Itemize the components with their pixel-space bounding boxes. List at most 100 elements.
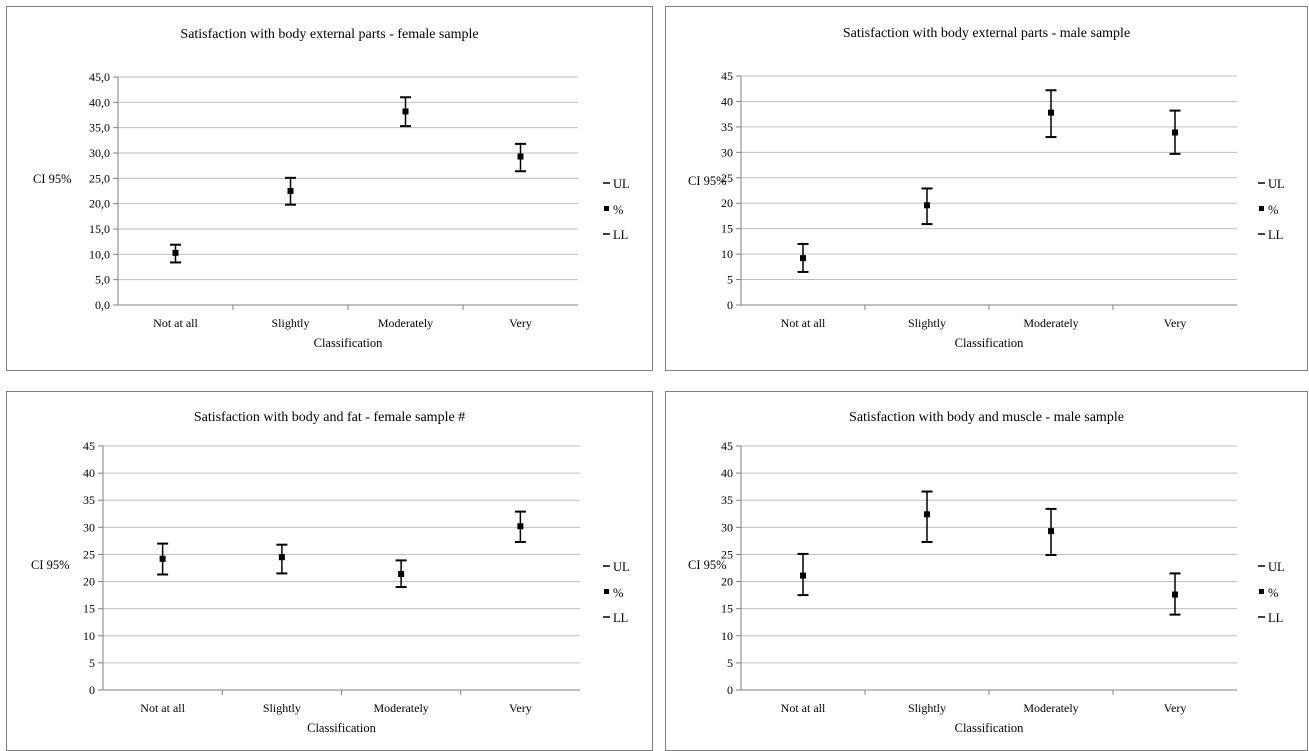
percent-point	[517, 523, 524, 530]
y-tick-label: 40	[721, 466, 733, 480]
y-axis-label: CI 95%	[31, 558, 70, 572]
y-tick-label: 35	[721, 493, 733, 507]
y-tick-label: 5,0	[95, 273, 110, 287]
x-tick-label: Very	[1164, 701, 1187, 715]
chart-svg: Satisfaction with body external parts - …	[33, 27, 630, 350]
legend-ul-label: UL	[1268, 177, 1285, 191]
y-tick-label: 30,0	[89, 146, 110, 160]
legend-percent-marker	[1259, 589, 1264, 594]
y-tick-label: 25	[721, 547, 733, 561]
chart-title: Satisfaction with body external parts - …	[180, 27, 478, 42]
x-axis-label: Classification	[307, 721, 376, 735]
legend-percent-label: %	[1268, 586, 1278, 600]
chart-title: Satisfaction with body external parts - …	[843, 26, 1130, 41]
y-tick-label: 30	[721, 520, 733, 534]
y-tick-label: 35	[83, 493, 95, 507]
chart-title: Satisfaction with body and fat - female …	[194, 410, 465, 425]
x-tick-label: Moderately	[373, 701, 428, 715]
y-tick-label: 25	[83, 547, 95, 561]
x-tick-label: Not at all	[781, 316, 826, 330]
y-tick-label: 10	[83, 629, 95, 643]
y-tick-label: 30	[721, 145, 733, 159]
x-tick-label: Moderately	[378, 316, 433, 330]
x-tick-label: Very	[1164, 316, 1187, 330]
percent-point	[1048, 109, 1054, 116]
legend-percent-marker	[604, 206, 609, 211]
x-tick-label: Very	[509, 701, 532, 715]
y-tick-label: 0	[727, 298, 733, 312]
percent-point	[278, 554, 285, 561]
y-tick-label: 15	[721, 602, 733, 616]
y-tick-label: 20	[721, 196, 733, 210]
y-axis-label: CI 95%	[33, 172, 72, 186]
percent-point	[517, 153, 524, 160]
percent-point	[159, 555, 166, 562]
y-tick-label: 40	[721, 94, 733, 108]
y-tick-label: 0	[727, 683, 733, 697]
y-tick-label: 5	[727, 656, 733, 670]
y-tick-label: 30	[83, 520, 95, 534]
y-tick-label: 45	[721, 439, 733, 453]
legend-percent-marker	[1259, 206, 1264, 211]
x-tick-label: Not at all	[781, 701, 826, 715]
x-tick-label: Moderately	[1023, 316, 1078, 330]
legend-percent-label: %	[1268, 203, 1278, 217]
percent-point	[172, 249, 179, 256]
legend-percent-label: %	[613, 203, 623, 217]
legend-ll-label: LL	[613, 611, 628, 625]
legend-ll-label: LL	[1268, 228, 1283, 242]
chart-panel-male-external-parts: Satisfaction with body external parts - …	[665, 6, 1308, 371]
y-tick-label: 25,0	[89, 171, 110, 185]
x-tick-label: Slightly	[263, 701, 301, 715]
legend-percent-label: %	[613, 586, 623, 600]
percent-point	[1048, 528, 1054, 535]
y-tick-label: 45	[721, 69, 733, 83]
chart-svg: Satisfaction with body external parts - …	[688, 26, 1285, 350]
percent-point	[924, 511, 930, 518]
x-tick-label: Slightly	[271, 316, 309, 330]
y-tick-label: 15	[83, 602, 95, 616]
percent-point	[287, 188, 294, 194]
y-tick-label: 0	[89, 683, 95, 697]
percent-point	[800, 572, 806, 579]
y-tick-label: 0,0	[95, 298, 110, 312]
percent-point	[924, 202, 930, 209]
y-tick-label: 15	[721, 222, 733, 236]
x-tick-label: Slightly	[908, 316, 946, 330]
y-tick-label: 35,0	[89, 121, 110, 135]
y-tick-label: 10	[721, 247, 733, 261]
chart-title: Satisfaction with body and muscle - male…	[849, 410, 1124, 425]
x-axis-label: Classification	[314, 336, 383, 350]
x-tick-label: Not at all	[153, 316, 198, 330]
y-tick-label: 45,0	[89, 70, 110, 84]
y-tick-label: 20,0	[89, 197, 110, 211]
y-axis-label: CI 95%	[688, 558, 727, 572]
legend-ul-label: UL	[613, 177, 630, 191]
percent-point	[800, 255, 806, 262]
percent-point	[398, 570, 405, 577]
legend-ul-label: UL	[613, 560, 630, 574]
y-tick-label: 25	[721, 171, 733, 185]
chart-panel-female-fat: Satisfaction with body and fat - female …	[6, 391, 653, 751]
x-axis-label: Classification	[955, 721, 1024, 735]
y-tick-label: 10	[721, 629, 733, 643]
y-tick-label: 40	[83, 466, 95, 480]
y-tick-label: 20	[83, 575, 95, 589]
chart-panel-female-external-parts: Satisfaction with body external parts - …	[6, 6, 653, 371]
y-axis-label: CI 95%	[688, 174, 727, 188]
x-tick-label: Very	[509, 316, 532, 330]
chart-svg: Satisfaction with body and muscle - male…	[688, 410, 1285, 735]
y-tick-label: 15,0	[89, 222, 110, 236]
legend-percent-marker	[604, 589, 609, 594]
y-tick-label: 45	[83, 439, 95, 453]
percent-point	[402, 108, 409, 115]
percent-point	[1172, 591, 1178, 598]
y-tick-label: 5	[89, 656, 95, 670]
y-tick-label: 20	[721, 575, 733, 589]
percent-point	[1172, 129, 1178, 136]
y-tick-label: 10,0	[89, 247, 110, 261]
y-tick-label: 40,0	[89, 95, 110, 109]
y-tick-label: 5	[727, 273, 733, 287]
y-tick-label: 35	[721, 120, 733, 134]
x-tick-label: Moderately	[1023, 701, 1078, 715]
